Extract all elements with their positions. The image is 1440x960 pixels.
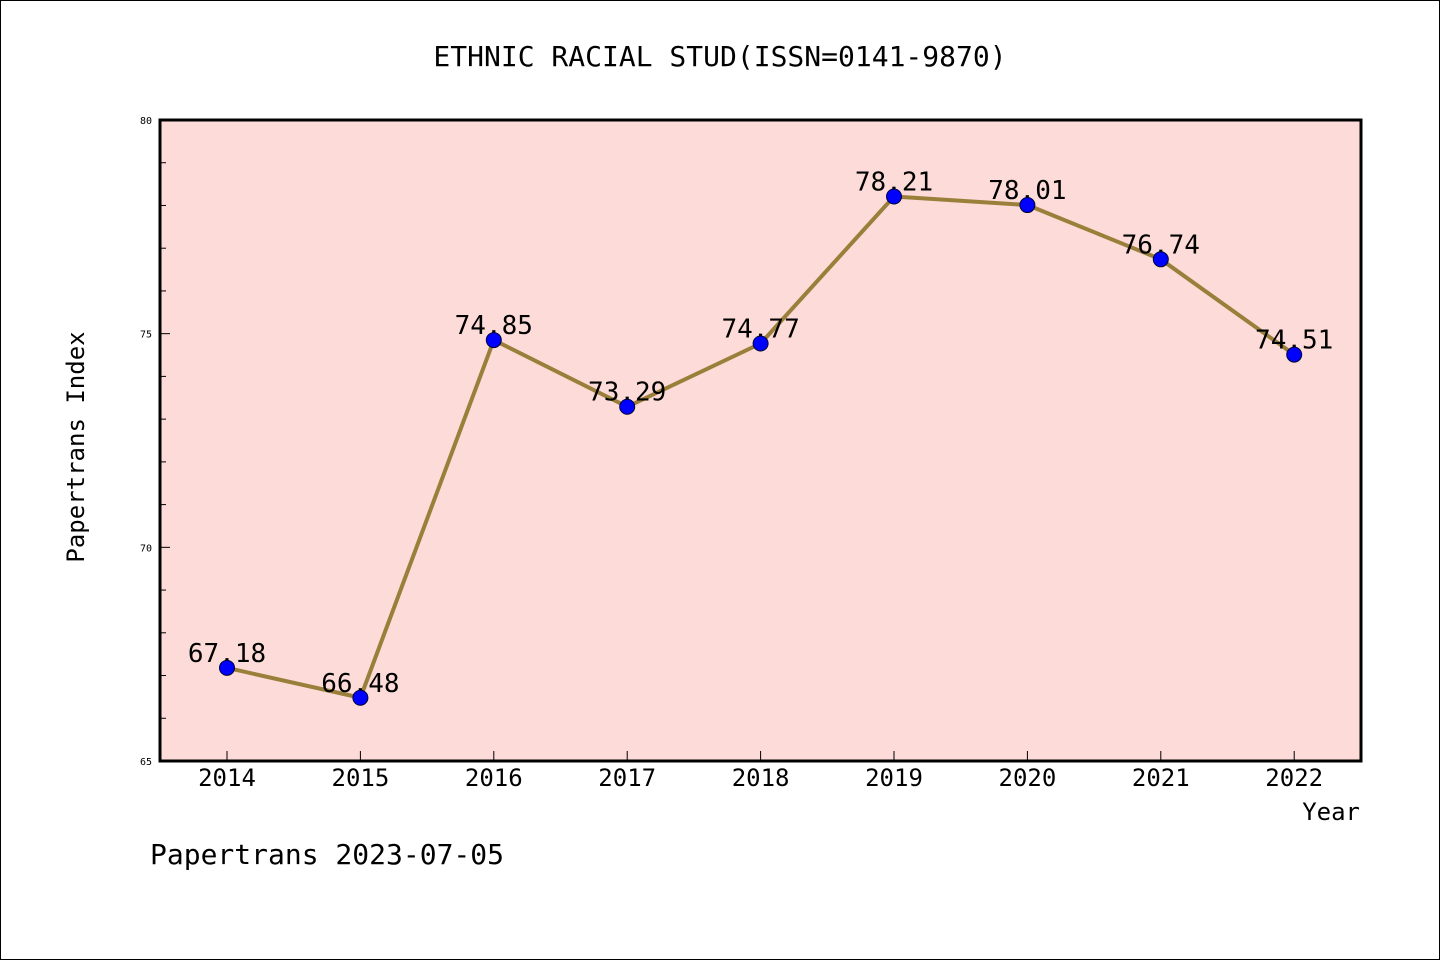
plot-area xyxy=(158,118,1363,763)
x-axis: 2014 2015 2016 2017 2018 2019 2020 2021 2022 xyxy=(198,751,1323,792)
x-tick-label: 2021 xyxy=(1132,764,1190,792)
data-point-2022 xyxy=(1286,346,1303,363)
x-tick-label: 2018 xyxy=(732,764,790,792)
data-point-2021 xyxy=(1152,251,1169,268)
y-axis: 65 70 75 80 xyxy=(140,116,170,768)
data-markers xyxy=(219,188,1303,706)
footer-text: Papertrans 2023-07-05 xyxy=(150,838,504,871)
data-point-2015 xyxy=(352,689,369,706)
x-tick-label: 2015 xyxy=(332,764,390,792)
y-tick-label: 80 xyxy=(140,116,152,127)
x-tick-label: 2019 xyxy=(865,764,923,792)
data-point-2018 xyxy=(752,335,769,352)
x-tick-label: 2014 xyxy=(198,764,256,792)
x-tick-label: 2017 xyxy=(598,764,656,792)
y-tick-label: 70 xyxy=(140,543,152,554)
y-axis-label: Papertrans Index xyxy=(62,331,90,562)
x-tick-label: 2022 xyxy=(1265,764,1323,792)
data-point-2016 xyxy=(485,332,502,349)
y-tick-label: 75 xyxy=(140,330,152,341)
data-point-2020 xyxy=(1019,197,1036,214)
x-tick-label: 2016 xyxy=(465,764,523,792)
x-axis-label: Year xyxy=(1302,798,1360,826)
data-point-2017 xyxy=(619,398,636,415)
chart-title: ETHNIC RACIAL STUD(ISSN=0141-9870) xyxy=(433,40,1006,73)
data-point-2014 xyxy=(219,659,235,676)
data-point-2019 xyxy=(886,188,902,205)
x-tick-label: 2020 xyxy=(999,764,1057,792)
y-tick-label: 65 xyxy=(140,757,152,768)
